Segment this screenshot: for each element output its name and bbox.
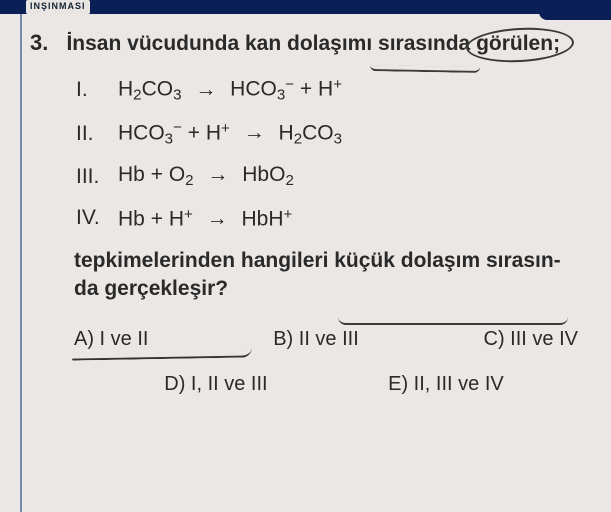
eq-part: + [151,163,169,186]
choice-d[interactable]: D) I, II ve III [164,373,267,396]
arrow-icon: → [236,121,273,145]
roman-iii: III. Hb + O2 → HbO2 [76,163,590,189]
roman-label: III. [76,165,118,189]
arrow-icon: → [199,207,236,231]
eq-part: Hb [118,207,145,230]
arrow-icon: → [187,78,224,102]
eq-part: H [318,78,333,101]
eq-part: HbO [242,163,285,186]
header-corner [539,0,611,20]
eq-part: H [206,121,221,144]
header-strip-cut-text: INŞINMASI [26,0,90,14]
roman-iv: IV. Hb + H+ → HbH+ [76,206,590,231]
question-block: 3. İnsan vücudunda kan dolaşımı sırasınd… [30,30,590,396]
eq-part: HbH [242,207,284,230]
arrow-icon: → [199,163,236,187]
question-tail: tepkimelerinden hangileri küçük dolaşım … [74,247,594,304]
eq-part: + [151,207,169,230]
eq-part: CO [302,121,334,144]
eq-part: H [279,121,294,144]
question-tail-line1: tepkimelerinden hangileri küçük dolaşım … [74,247,594,275]
roman-label: IV. [76,206,118,230]
roman-ii: II. HCO3− + H+ → H2CO3 [76,120,590,148]
eq-part: HCO [118,121,165,144]
eq-part: Hb [118,163,145,186]
equation-3: Hb + O2 → HbO2 [118,163,294,189]
pen-underline-annotation [338,317,568,325]
roman-i: I. H2CO3 → HCO3− + H+ [76,76,590,104]
question-number: 3. [30,30,62,56]
margin-rule [20,14,22,512]
choice-e[interactable]: E) II, III ve IV [388,373,504,396]
answer-choices: A) I ve II B) II ve III C) III ve IV D) … [74,328,594,396]
eq-part: + [300,78,318,101]
choice-c[interactable]: C) III ve IV [484,328,578,351]
eq-part: H [118,78,133,101]
equation-1: H2CO3 → HCO3− + H+ [118,76,342,104]
eq-part: O [169,163,185,186]
eq-part: HCO [230,78,277,101]
eq-part: H [169,207,184,230]
question-tail-line2: da gerçekleşir? [74,275,594,303]
choice-b[interactable]: B) II ve III [273,328,359,351]
question-stem: İnsan vücudunda kan dolaşımı sırasında g… [66,30,576,58]
eq-part: CO [142,78,174,101]
roman-list: I. H2CO3 → HCO3− + H+ II. HCO3− + H+ → H… [76,76,590,231]
choice-a[interactable]: A) I ve II [74,328,148,351]
header-strip: INŞINMASI [0,0,611,14]
equation-2: HCO3− + H+ → H2CO3 [118,120,342,148]
roman-label: I. [76,78,118,102]
roman-label: II. [76,122,118,146]
eq-part: + [188,121,206,144]
equation-4: Hb + H+ → HbH+ [118,206,292,231]
